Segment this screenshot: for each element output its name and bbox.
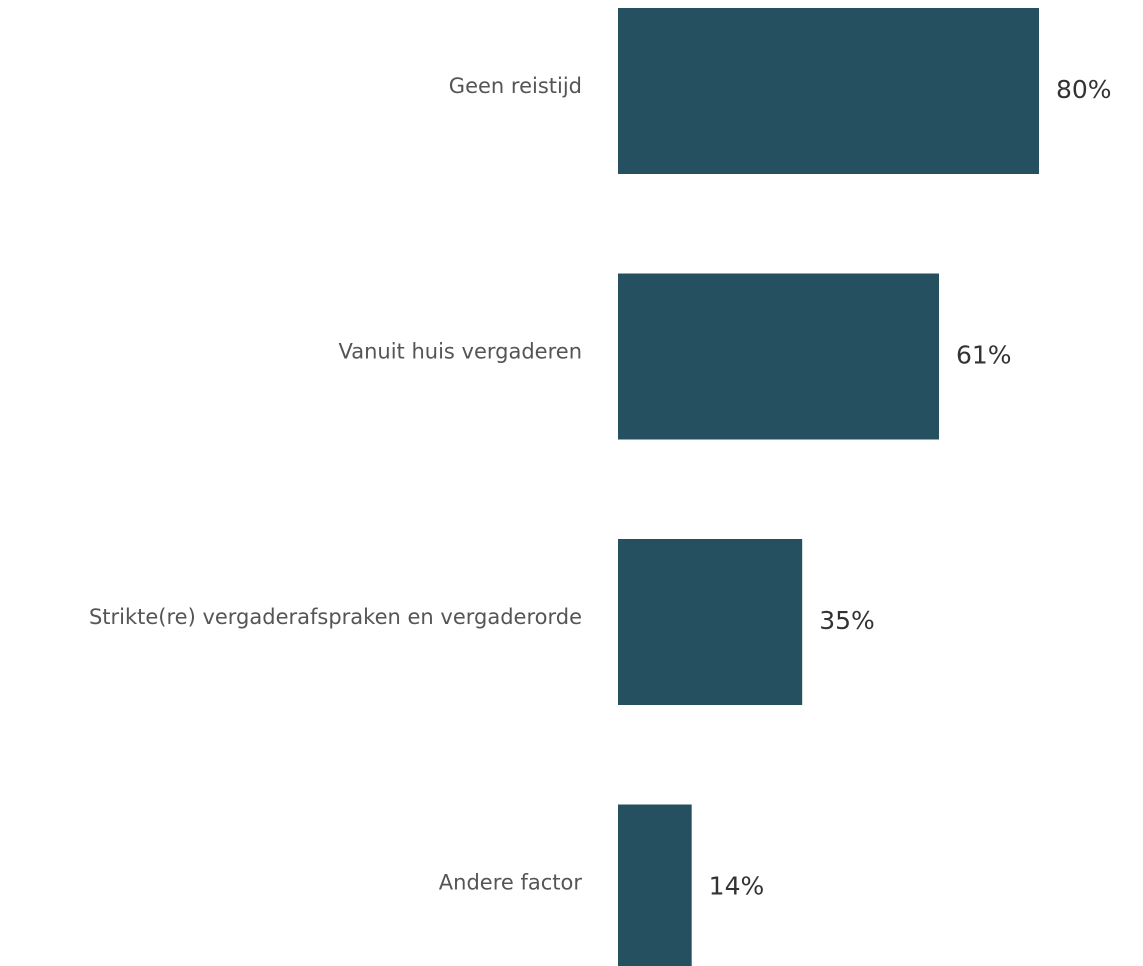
- value-label: 61%: [956, 341, 1012, 370]
- value-label: 35%: [819, 606, 875, 635]
- category-label: Strikte(re) vergaderafspraken en vergade…: [89, 605, 582, 629]
- bar: [618, 804, 692, 966]
- bar: [618, 273, 940, 440]
- category-label: Vanuit huis vergaderen: [339, 340, 583, 364]
- value-label: 14%: [709, 872, 765, 901]
- value-label: 80%: [1056, 75, 1112, 104]
- bar: [618, 8, 1039, 174]
- category-label: Andere factor: [439, 871, 583, 895]
- category-label: Geen reistijd: [449, 74, 582, 98]
- bar: [618, 539, 803, 705]
